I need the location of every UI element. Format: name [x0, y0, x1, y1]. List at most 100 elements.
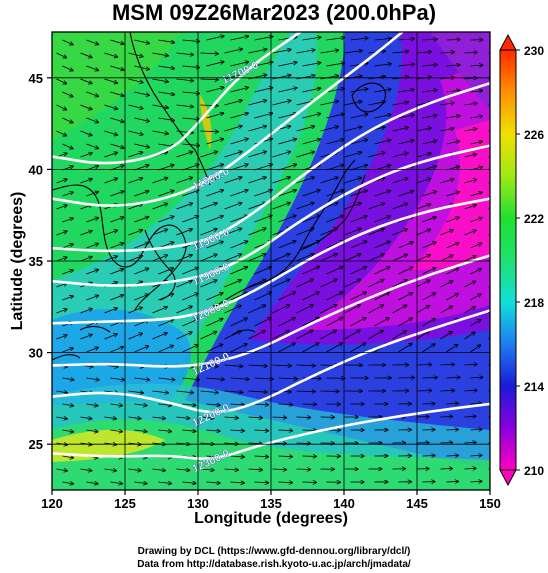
wind-arrow — [110, 243, 123, 249]
wind-arrow — [422, 39, 437, 40]
wind-arrow — [134, 294, 148, 301]
wind-arrow — [296, 177, 314, 184]
wind-arrow — [206, 430, 220, 431]
wind-arrow — [368, 152, 385, 158]
wind-arrow — [158, 216, 173, 223]
wind-arrow — [158, 91, 174, 95]
wind-arrow — [152, 78, 168, 82]
wind-arrow — [392, 204, 407, 210]
wind-arrow — [374, 140, 391, 145]
wind-arrow — [422, 344, 435, 353]
wind-arrow — [86, 378, 99, 380]
x-tick-label: 145 — [406, 496, 428, 511]
wind-arrow — [80, 417, 91, 419]
wind-arrow — [176, 53, 193, 55]
wind-arrow — [326, 63, 344, 67]
wind-arrow — [464, 52, 477, 53]
wind-arrow — [248, 417, 262, 418]
wind-arrow — [80, 469, 91, 471]
wind-arrow — [230, 482, 244, 483]
wind-arrow — [464, 205, 476, 210]
wind-arrow — [296, 279, 313, 288]
wind-arrow — [272, 365, 291, 366]
wind-arrow — [230, 404, 244, 405]
wind-arrow — [110, 39, 124, 44]
wind-arrow — [320, 76, 338, 80]
wind-arrow — [104, 417, 116, 419]
wind-arrow — [326, 266, 343, 275]
wind-arrow — [278, 378, 297, 379]
wind-arrow — [56, 335, 67, 340]
wind-arrow — [176, 255, 192, 262]
wind-arrow — [446, 481, 458, 482]
wind-arrow — [200, 53, 218, 54]
wind-arrow — [158, 39, 174, 43]
wind-arrow — [416, 204, 430, 210]
wind-arrow — [152, 52, 168, 56]
wind-arrow — [176, 152, 192, 158]
wind-arrow — [272, 443, 286, 444]
wind-arrow — [110, 430, 122, 432]
wind-arrow — [422, 141, 437, 145]
wind-arrow — [158, 404, 171, 406]
wind-arrow — [446, 217, 459, 223]
wind-arrow — [446, 192, 459, 197]
wind-arrow — [182, 92, 199, 94]
wind-arrow — [302, 139, 320, 145]
wind-arrow — [398, 191, 413, 197]
wind-arrow — [344, 51, 362, 54]
wind-arrow — [152, 203, 167, 210]
wind-arrow — [110, 269, 123, 275]
wind-arrow — [320, 177, 338, 184]
x-axis-label: Longitude (degrees) — [194, 510, 348, 527]
wind-arrow — [470, 455, 482, 456]
wind-arrow — [464, 230, 476, 236]
credit-drawing: Drawing by DCL (https://www.gfd-dennou.o… — [137, 546, 411, 557]
wind-arrow — [56, 205, 67, 210]
colorbar-tick-label: 218 — [524, 296, 544, 310]
wind-arrow — [230, 378, 249, 379]
wind-arrow — [206, 319, 222, 327]
wind-arrow — [326, 139, 344, 145]
wind-arrow — [446, 403, 458, 404]
wind-arrow — [254, 88, 272, 93]
wind-arrow — [374, 191, 390, 197]
wind-arrow — [440, 468, 452, 469]
wind-arrow — [464, 179, 476, 184]
wind-arrow — [320, 228, 337, 236]
wind-arrow — [200, 391, 218, 393]
wind-arrow — [248, 331, 265, 340]
wind-arrow — [110, 347, 123, 353]
wind-arrow — [302, 37, 321, 41]
wind-arrow — [248, 203, 266, 210]
wind-arrow — [134, 346, 148, 353]
wind-arrow — [470, 377, 482, 378]
wind-arrow — [182, 40, 199, 42]
wind-arrow — [134, 404, 147, 406]
wind-arrow — [446, 141, 459, 145]
wind-arrow — [248, 469, 262, 470]
wind-arrow — [128, 204, 142, 210]
x-tick-label: 140 — [333, 496, 355, 511]
wind-arrow — [152, 130, 168, 134]
wind-arrow — [464, 103, 477, 105]
wind-arrow — [206, 216, 223, 223]
wind-arrow — [302, 190, 320, 197]
x-tick-label: 150 — [479, 496, 501, 511]
wind-arrow — [62, 143, 73, 149]
wind-arrow — [254, 482, 268, 483]
wind-arrow — [374, 318, 389, 327]
wind-arrow — [320, 101, 338, 106]
colorbar-tick-label: 230 — [524, 44, 544, 58]
y-tick-label: 40 — [29, 162, 43, 177]
wind-arrow — [440, 281, 453, 288]
wind-arrow — [272, 100, 290, 106]
lat-lon-grid — [52, 32, 490, 490]
wind-arrow — [350, 292, 366, 301]
wind-arrow — [86, 65, 98, 71]
wind-arrow — [296, 50, 315, 54]
wind-arrow — [278, 88, 297, 93]
wind-arrow — [254, 215, 272, 223]
wind-arrow — [104, 308, 117, 314]
wind-arrow — [224, 365, 242, 366]
